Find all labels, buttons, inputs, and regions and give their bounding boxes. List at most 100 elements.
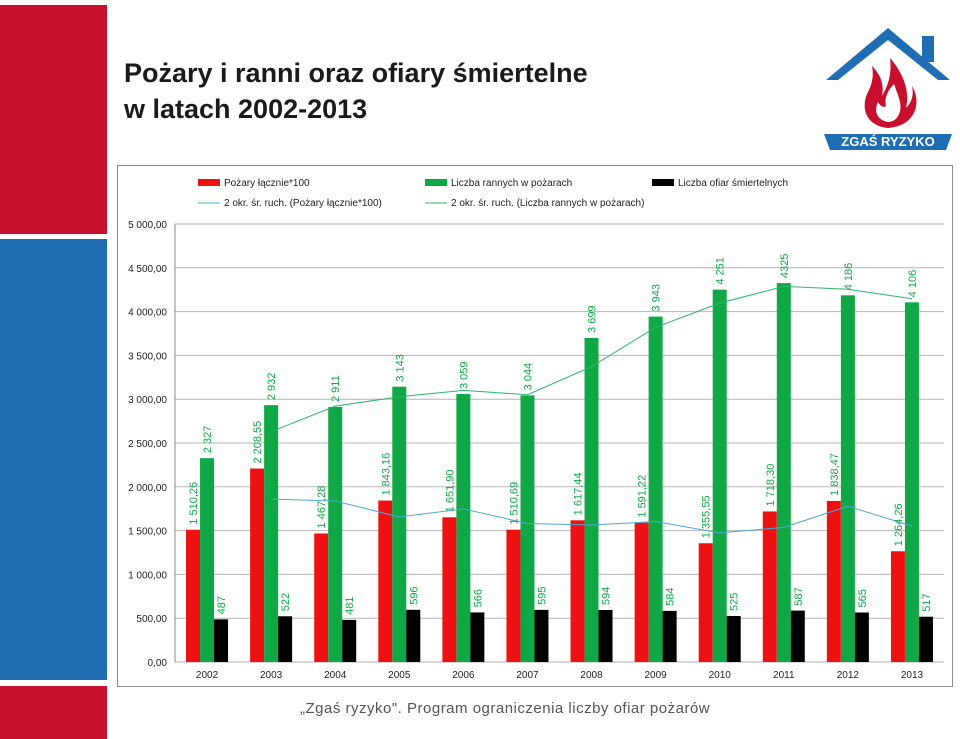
bar-0-2009 (634, 522, 649, 662)
bar-2-2007 (534, 609, 549, 662)
bar-2-2009 (662, 610, 677, 662)
trendline-0 (271, 498, 913, 534)
x-tick-label: 2002 (196, 670, 219, 681)
bar-0-2003 (250, 468, 265, 662)
bar-2-2011 (790, 610, 805, 662)
bar-2-2003 (278, 616, 293, 662)
left-accent-red-bottom (0, 686, 107, 739)
bar-1-2005 (392, 386, 407, 662)
x-tick-label: 2009 (645, 670, 668, 681)
legend-label-2: Liczba ofiar śmiertelnych (678, 178, 788, 189)
y-tick-label: 500,00 (136, 614, 167, 625)
data-label-2-2006: 566 (472, 589, 484, 607)
bar-1-2009 (648, 316, 663, 662)
data-label-0-2003: 2 208,55 (252, 421, 264, 464)
data-label-2-2010: 525 (729, 593, 741, 611)
data-label-0-2006: 1 651,90 (444, 469, 456, 512)
bar-1-2010 (712, 289, 727, 662)
data-label-1-2004: 2 911 (330, 375, 342, 402)
data-label-0-2013: 1 264,26 (893, 503, 905, 546)
x-tick-label: 2013 (901, 670, 924, 681)
x-tick-label: 2004 (324, 670, 347, 681)
data-label-2-2008: 594 (601, 587, 613, 605)
page-title-line1: Pożary i ranni oraz ofiary śmiertelne (124, 58, 588, 88)
data-label-0-2002: 1 510,26 (188, 482, 200, 525)
y-tick-label: 3 000,00 (128, 395, 167, 406)
x-tick-label: 2012 (837, 670, 860, 681)
data-label-2-2013: 517 (921, 593, 933, 611)
y-tick-label: 4 500,00 (128, 264, 167, 275)
data-label-0-2007: 1 510,69 (508, 482, 520, 525)
chart-frame: 0,00 500,00 1 000,00 1 500,00 2 000,00 2 500,… (117, 165, 953, 687)
trendline-1 (270, 285, 913, 433)
data-label-1-2006: 3 059 (458, 362, 470, 390)
data-label-1-2008: 3 699 (587, 305, 599, 333)
data-label-2-2007: 595 (536, 587, 548, 605)
bar-0-2010 (698, 543, 713, 662)
bar-0-2013 (890, 551, 905, 662)
bar-2-2013 (918, 616, 933, 662)
bar-2-2012 (854, 612, 869, 662)
data-label-0-2008: 1 617,44 (573, 472, 585, 515)
left-accent-blue (0, 239, 107, 680)
data-label-1-2012: 4 186 (843, 263, 855, 291)
y-tick-label: 1 000,00 (128, 570, 167, 581)
bar-2-2005 (406, 609, 421, 662)
data-label-2-2011: 587 (793, 587, 805, 605)
data-label-1-2013: 4 106 (907, 270, 919, 298)
house-roof-icon (826, 28, 950, 80)
legend-swatch-1 (425, 179, 447, 186)
bar-2-2006 (470, 612, 485, 662)
bar-1-2012 (840, 295, 855, 662)
data-label-0-2011: 1 718,30 (765, 464, 777, 507)
x-tick-label: 2005 (388, 670, 411, 681)
data-label-0-2012: 1 838,47 (829, 453, 841, 496)
zgas-ryzyko-logo: ZGAŚ RYZYKO (824, 28, 952, 150)
bar-1-2006 (456, 394, 471, 662)
bar-0-2006 (442, 517, 457, 662)
bar-1-2011 (776, 283, 791, 662)
data-label-2-2003: 522 (280, 593, 292, 611)
bar-1-2013 (904, 302, 919, 662)
x-tick-label: 2010 (709, 670, 732, 681)
bar-0-2005 (378, 500, 393, 662)
bar-0-2008 (570, 520, 585, 662)
bar-1-2002 (200, 458, 215, 662)
bar-1-2007 (520, 395, 535, 662)
bar-2-2008 (598, 609, 613, 662)
data-label-1-2009: 3 943 (651, 284, 663, 312)
data-label-0-2005: 1 843,16 (380, 453, 392, 496)
data-label-2-2009: 584 (665, 587, 677, 605)
legend-label-3: 2 okr. śr. ruch. (Pożary łącznie*100) (224, 198, 382, 209)
x-tick-label: 2008 (580, 670, 603, 681)
data-label-1-2007: 3 044 (522, 363, 534, 391)
bar-0-2002 (186, 529, 201, 662)
legend-label-1: Liczba rannych w pożarach (451, 178, 572, 189)
data-label-2-2004: 481 (344, 597, 356, 615)
data-label-1-2010: 4 251 (715, 257, 727, 285)
bar-2-2010 (726, 616, 741, 662)
page-title-line2: w latach 2002-2013 (124, 94, 368, 124)
y-tick-label: 1 500,00 (128, 527, 167, 538)
bar-1-2003 (264, 405, 279, 662)
footer-caption: „Zgaś ryzyko". Program ograniczenia licz… (300, 700, 711, 717)
bar-2-2004 (342, 619, 357, 662)
bar-0-2012 (826, 500, 841, 662)
page-title: Pożary i ranni oraz ofiary śmiertelne w … (124, 55, 588, 127)
y-tick-label: 5 000,00 (128, 220, 167, 231)
bar-chart: 0,00 500,00 1 000,00 1 500,00 2 000,00 2 500,… (128, 178, 944, 681)
legend-label-0: Pożary łącznie*100 (224, 178, 310, 189)
x-tick-label: 2007 (516, 670, 539, 681)
data-label-0-2010: 1 355,55 (701, 495, 713, 538)
x-tick-label: 2011 (773, 670, 795, 681)
y-tick-label: 2 500,00 (128, 439, 167, 450)
x-tick-label: 2006 (452, 670, 475, 681)
bar-1-2008 (584, 337, 599, 662)
data-label-2-2012: 565 (857, 589, 869, 607)
data-label-2-2005: 596 (408, 586, 420, 604)
data-label-1-2002: 2 327 (202, 426, 214, 454)
bar-1-2004 (328, 406, 343, 662)
data-label-1-2005: 3 143 (394, 354, 406, 382)
legend-swatch-2 (652, 179, 674, 186)
y-tick-label: 2 000,00 (128, 483, 167, 494)
